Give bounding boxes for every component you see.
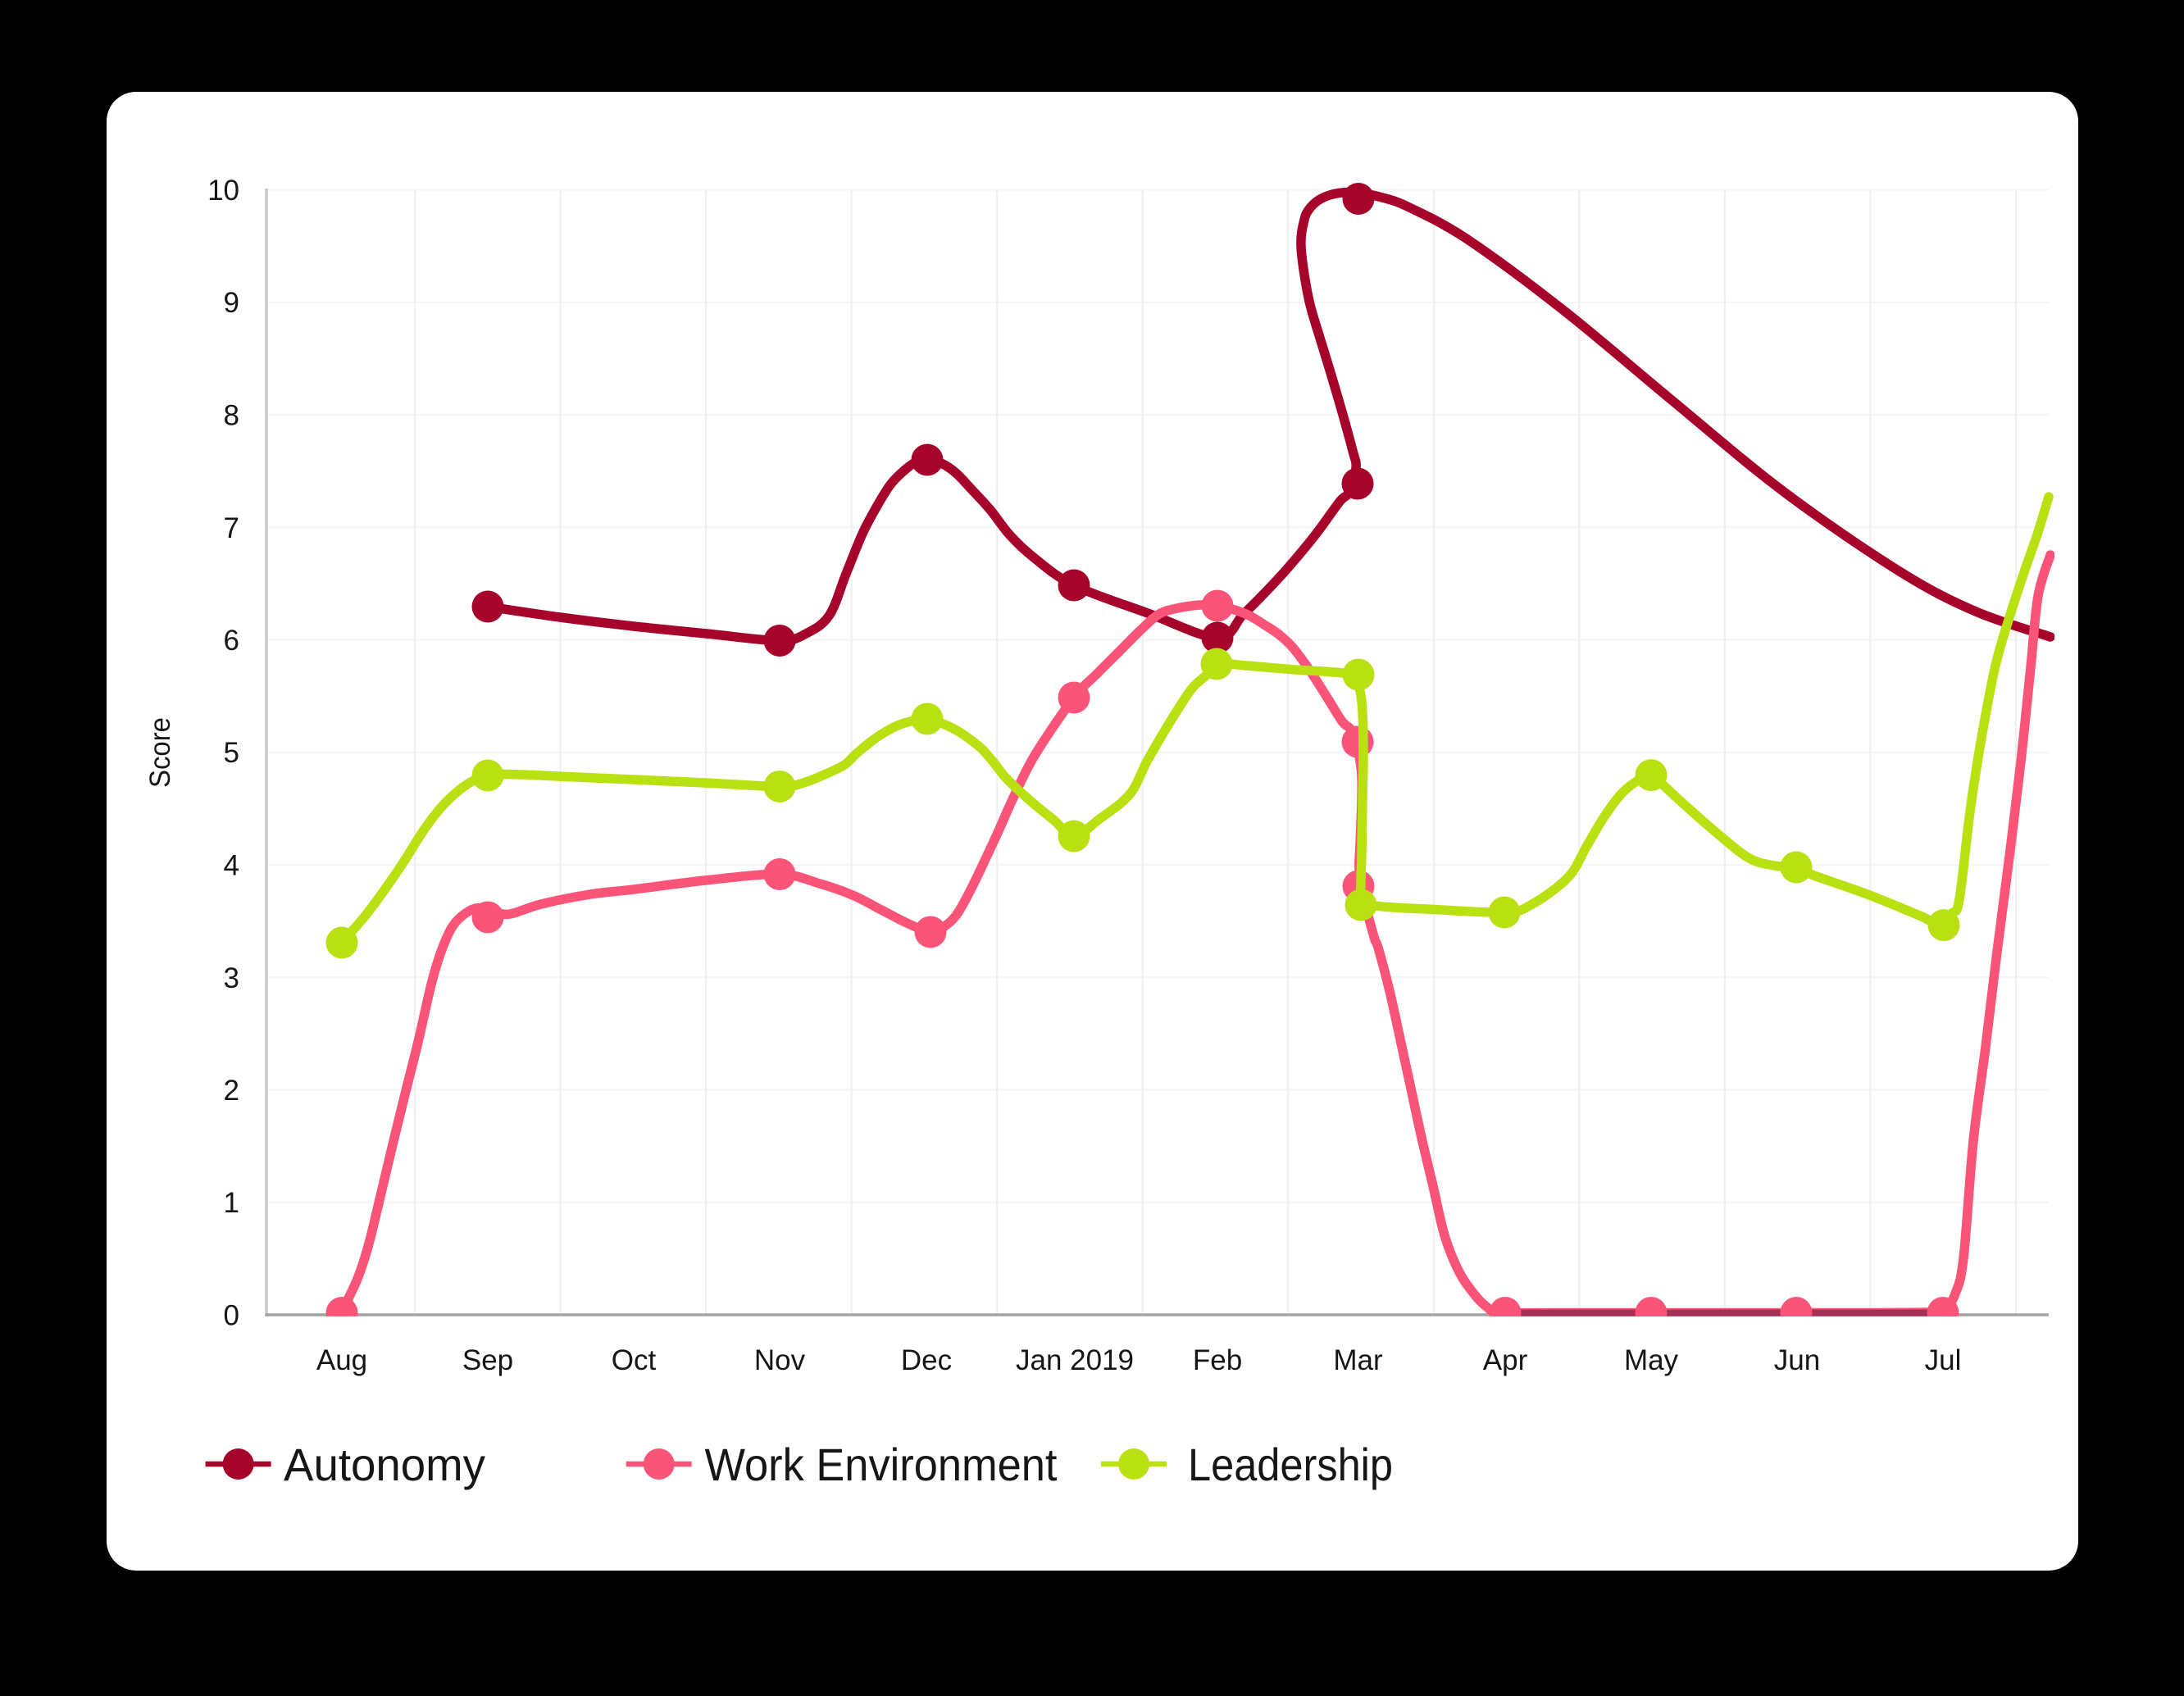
svg-text:6: 6 — [224, 625, 239, 657]
svg-text:2: 2 — [224, 1075, 239, 1107]
svg-text:8: 8 — [224, 400, 239, 432]
svg-text:Oct: Oct — [612, 1344, 657, 1376]
svg-text:Score: Score — [144, 717, 176, 788]
svg-text:4: 4 — [224, 850, 239, 882]
svg-text:Jul: Jul — [1925, 1344, 1962, 1376]
svg-text:Dec: Dec — [901, 1344, 952, 1376]
svg-text:Work Environment: Work Environment — [705, 1439, 1058, 1490]
svg-text:Leadership: Leadership — [1188, 1439, 1393, 1490]
svg-text:Feb: Feb — [1193, 1344, 1242, 1376]
svg-text:10: 10 — [207, 175, 239, 207]
svg-text:5: 5 — [224, 737, 239, 769]
svg-text:May: May — [1624, 1344, 1679, 1376]
svg-text:Nov: Nov — [754, 1344, 806, 1376]
svg-text:9: 9 — [224, 287, 239, 319]
svg-text:1: 1 — [224, 1187, 239, 1219]
svg-text:Autonomy: Autonomy — [284, 1439, 485, 1490]
svg-text:Sep: Sep — [462, 1344, 513, 1376]
svg-text:0: 0 — [224, 1300, 239, 1332]
svg-text:Mar: Mar — [1333, 1344, 1383, 1376]
svg-text:Jun: Jun — [1774, 1344, 1820, 1376]
svg-text:3: 3 — [224, 962, 239, 994]
svg-text:7: 7 — [224, 512, 239, 544]
svg-text:Apr: Apr — [1483, 1344, 1528, 1376]
svg-text:Jan 2019: Jan 2019 — [1016, 1344, 1134, 1376]
svg-text:Aug: Aug — [316, 1344, 367, 1376]
